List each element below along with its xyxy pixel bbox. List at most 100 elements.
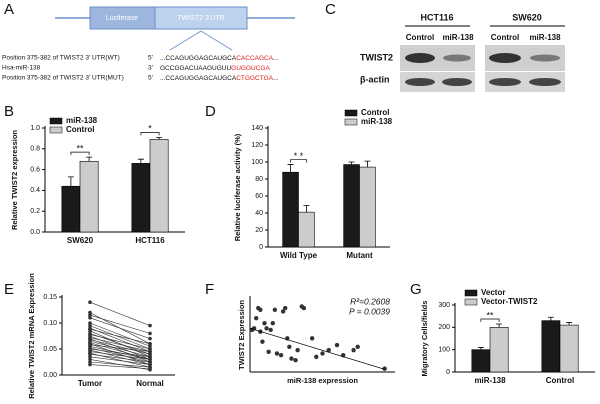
seq-part: ... bbox=[273, 75, 279, 82]
band bbox=[489, 53, 521, 63]
y-tick-label: 200 bbox=[438, 324, 450, 331]
arrow bbox=[169, 30, 202, 51]
utr-box bbox=[154, 6, 248, 30]
bar bbox=[359, 166, 376, 248]
pair-line bbox=[89, 342, 151, 360]
pair-line bbox=[89, 328, 151, 345]
point bbox=[148, 331, 152, 336]
cell-line: HCT116 bbox=[420, 12, 453, 22]
legend-label: Control bbox=[66, 125, 94, 134]
seq-part: GCCGGACUAAGUGUU bbox=[160, 65, 231, 72]
point bbox=[88, 357, 92, 362]
pair-line bbox=[89, 334, 151, 350]
strand-end: 5' bbox=[148, 75, 153, 82]
bar bbox=[61, 185, 81, 233]
point bbox=[148, 323, 152, 328]
pair-line bbox=[89, 344, 151, 352]
error-bar bbox=[86, 156, 93, 162]
seq-part: ...CCAGUGGAGCAUGCA bbox=[160, 55, 237, 62]
cell-line: SW620 bbox=[512, 12, 542, 22]
pair-line bbox=[89, 356, 151, 365]
point bbox=[88, 316, 92, 320]
pair-line bbox=[89, 339, 151, 355]
lane-label: Control bbox=[406, 33, 434, 42]
y-tick-label: 60 bbox=[255, 193, 263, 200]
point bbox=[320, 351, 325, 356]
point bbox=[88, 321, 92, 325]
legend-swatch bbox=[344, 118, 358, 126]
x-tick-label: Tumor bbox=[78, 379, 102, 388]
panel-label: D bbox=[205, 103, 216, 120]
pair-line bbox=[89, 322, 151, 347]
x-axis-label: miR-138 expression bbox=[287, 376, 358, 385]
pair-line bbox=[89, 351, 151, 360]
legend-swatch bbox=[49, 126, 63, 134]
point bbox=[88, 310, 92, 315]
legend-label: Vector-TWIST2 bbox=[481, 297, 538, 306]
point bbox=[88, 313, 92, 318]
significance-bracket bbox=[140, 132, 160, 136]
panel-label: F bbox=[205, 281, 214, 298]
bar bbox=[298, 211, 315, 248]
x-tick-label: HCT116 bbox=[135, 236, 165, 245]
bar bbox=[343, 164, 360, 248]
bar bbox=[489, 327, 509, 373]
error-bar bbox=[364, 160, 371, 168]
point bbox=[278, 352, 284, 358]
bar bbox=[541, 320, 561, 373]
sequence: ...CCAGUGGAGCAUGCACTGGCTGA... bbox=[160, 75, 279, 82]
pair-line bbox=[89, 353, 151, 363]
point bbox=[272, 307, 278, 312]
error-bar bbox=[547, 316, 554, 321]
y-tick-label: 0.00 bbox=[43, 372, 57, 379]
legend-label: miR-138 bbox=[361, 117, 393, 126]
row-name: Position 375-382 of TWIST2 3' UTR(MUT) bbox=[2, 75, 124, 82]
pair-line bbox=[89, 348, 151, 358]
x-tick-label: SW620 bbox=[67, 236, 94, 245]
point bbox=[295, 347, 300, 353]
panel-label: C bbox=[325, 1, 336, 18]
row-name: Position 375-382 of TWIST2 3' UTR(WT) bbox=[2, 55, 120, 62]
pair-line bbox=[89, 317, 151, 339]
point bbox=[148, 352, 152, 357]
pair-line bbox=[89, 343, 151, 365]
point bbox=[274, 351, 280, 356]
error-bar bbox=[477, 347, 484, 350]
bar bbox=[471, 349, 491, 373]
y-axis-label: Relative TWIST2 expression bbox=[10, 130, 19, 230]
arrow bbox=[200, 30, 233, 51]
significance: * bbox=[148, 124, 152, 134]
y-tick-label: 0.6 bbox=[30, 166, 40, 173]
point bbox=[148, 360, 152, 364]
point bbox=[326, 347, 331, 353]
point bbox=[88, 323, 92, 328]
x-tick-label: Mutant bbox=[346, 251, 373, 260]
seq-part: CTGGCTGA bbox=[236, 75, 273, 82]
legend-label: Vector bbox=[481, 288, 505, 297]
x-tick-label: miR-138 bbox=[474, 376, 506, 385]
point bbox=[260, 339, 265, 344]
error-bar bbox=[566, 322, 573, 326]
row-name: Hsa-miR-138 bbox=[2, 65, 41, 72]
x-tick-label: Control bbox=[546, 376, 574, 385]
y-axis-label: Relative TWIST2 mRNA Expression bbox=[27, 273, 36, 399]
y-tick-label: 140 bbox=[251, 125, 263, 132]
protein-label: β-actin bbox=[360, 74, 390, 84]
error-bar bbox=[348, 161, 355, 165]
box-label: TWIST2 3'UTR bbox=[177, 15, 224, 22]
legend-label: miR-138 bbox=[66, 116, 98, 125]
y-tick-label: 80 bbox=[255, 176, 263, 183]
seq-part: ...CCAGUGGAGCAUGCA bbox=[160, 75, 237, 82]
bar bbox=[149, 139, 169, 233]
pair-line bbox=[89, 340, 151, 358]
point bbox=[289, 356, 294, 361]
y-tick-label: 100 bbox=[251, 159, 263, 166]
y-tick-label: 1.0 bbox=[30, 125, 40, 132]
lane-label: miR-138 bbox=[442, 33, 474, 42]
pair-line bbox=[89, 301, 151, 326]
annotation: R²=0.2608 bbox=[350, 296, 390, 306]
band bbox=[443, 54, 471, 62]
point bbox=[148, 342, 152, 346]
point bbox=[148, 344, 152, 349]
